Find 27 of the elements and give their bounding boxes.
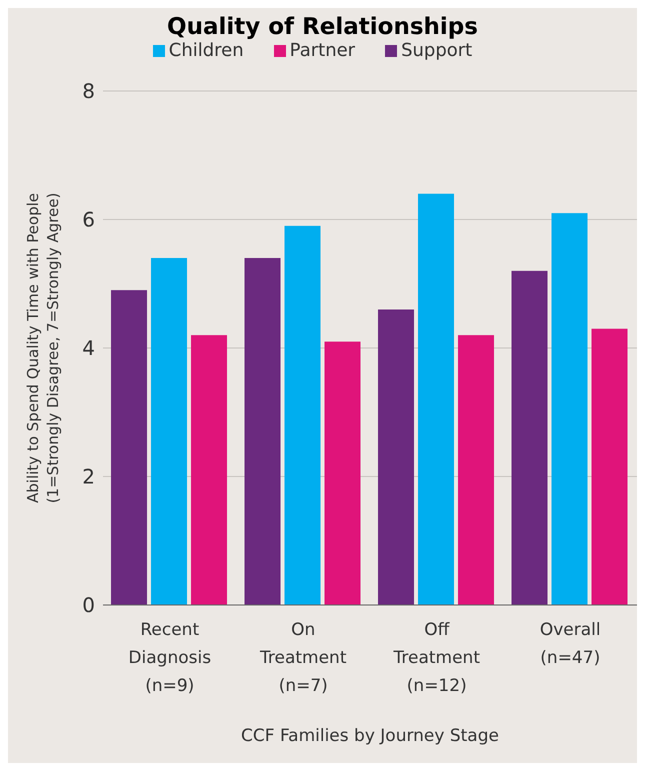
bar (378, 309, 414, 605)
x-tick-label: On Treatment (n=7) (258, 620, 347, 696)
bar (418, 194, 454, 605)
legend-label: Partner (290, 40, 356, 61)
y-tick-label: 2 (82, 464, 95, 489)
bar (458, 335, 494, 605)
x-tick-label: Overall (n=47) (540, 620, 601, 668)
y-tick-label: 0 (82, 593, 95, 618)
bar (592, 328, 628, 605)
bar (512, 270, 548, 605)
bar (552, 213, 588, 605)
y-tick-label: 6 (82, 208, 95, 232)
y-axis-title: Ability to Spend Quality Time with People (1=Strongly Disagree, 7=Strongly Agree) (24, 192, 62, 504)
chart-title: Quality of Relationships (166, 13, 479, 40)
bar (324, 342, 361, 605)
x-tick-label: Recent Diagnosis (n=9) (128, 620, 212, 696)
y-tick-label: 4 (82, 336, 95, 360)
x-axis-title: CCF Families by Journey Stage (241, 726, 499, 746)
y-tick-label: 8 (82, 79, 95, 104)
bar (244, 258, 281, 605)
bar (284, 226, 321, 605)
legend-label: Children (168, 40, 244, 61)
bar (151, 258, 188, 605)
x-tick-label: Off Treatment (n=12) (392, 620, 480, 696)
legend-label: Support (401, 40, 472, 61)
bar (191, 335, 228, 605)
bar (111, 290, 148, 605)
